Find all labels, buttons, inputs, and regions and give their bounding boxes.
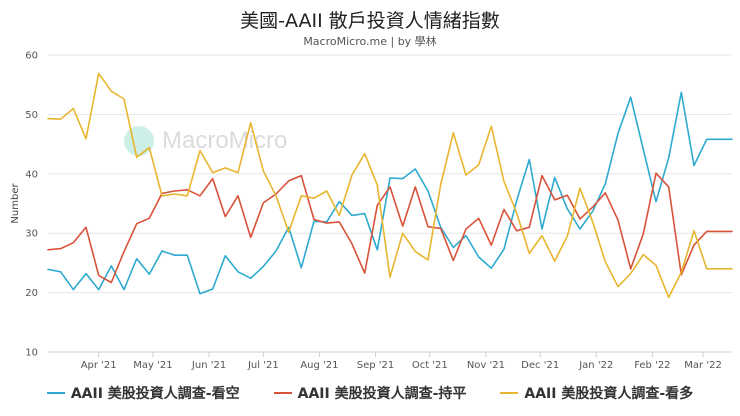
legend-swatch-bullish xyxy=(500,392,519,394)
x-tick-label: Aug '21 xyxy=(300,360,338,371)
chart-subtitle: MacroMicro.me | by 學林 xyxy=(303,35,437,48)
y-tick-label: 20 xyxy=(25,288,38,299)
x-tick-label: Jun '21 xyxy=(191,360,226,371)
macromicro-watermark: MacroMicro xyxy=(124,126,287,156)
x-tick-label: Jul '21 xyxy=(247,360,279,371)
legend-label-bullish: AAII 美股投資人調查-看多 xyxy=(524,386,694,402)
chart-title: 美國-AAII 散戶投資人情緒指數 xyxy=(240,10,500,32)
y-tick-label: 10 xyxy=(25,348,38,359)
y-tick-label: 30 xyxy=(25,229,38,240)
x-tick-label: Oct '21 xyxy=(412,360,448,371)
x-tick-label: May '21 xyxy=(133,360,172,371)
legend-item-bullish[interactable]: AAII 美股投資人調查-看多 xyxy=(500,383,693,403)
legend: AAII 美股投資人調查-看空 AAII 美股投資人調查-持平 AAII 美股投… xyxy=(0,383,740,403)
x-tick-label: Nov '21 xyxy=(467,360,505,371)
macromicro-logo-icon xyxy=(124,126,154,156)
x-tick-label: Apr '21 xyxy=(81,360,117,371)
legend-item-bearish[interactable]: AAII 美股投資人調查-看空 xyxy=(46,383,240,403)
x-tick-label: Jan '22 xyxy=(578,360,613,371)
y-tick-label: 60 xyxy=(25,51,38,62)
legend-swatch-bearish xyxy=(46,392,65,394)
x-tick-label: Dec '21 xyxy=(521,360,559,371)
legend-label-neutral: AAII 美股投資人調查-持平 xyxy=(297,386,467,402)
watermark-text: MacroMicro xyxy=(162,127,288,154)
y-tick-label: 40 xyxy=(25,169,38,180)
x-tick-label: Mar '22 xyxy=(684,360,722,371)
legend-label-bearish: AAII 美股投資人調查-看空 xyxy=(70,386,240,402)
x-tick-label: Feb '22 xyxy=(634,360,670,371)
y-tick-label: 50 xyxy=(25,110,38,121)
bearish-series-line xyxy=(47,91,733,295)
legend-item-neutral[interactable]: AAII 美股投資人調查-持平 xyxy=(273,383,467,403)
neutral-series-line xyxy=(47,172,733,284)
legend-swatch-neutral xyxy=(273,392,292,394)
y-axis-label: Number xyxy=(10,183,21,224)
bullish-series-line xyxy=(47,72,733,299)
x-tick-label: Sep '21 xyxy=(357,360,395,371)
